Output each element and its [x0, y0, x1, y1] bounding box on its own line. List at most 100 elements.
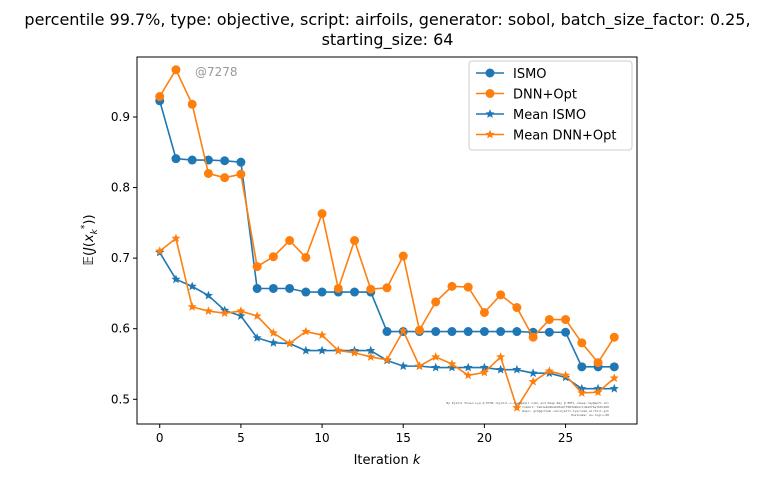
credit-line: Hostname: eu-login-08 [571, 413, 609, 417]
data-point-dnn-opt [593, 358, 603, 368]
data-point-dnn-opt [544, 315, 554, 325]
data-point-mean-ismo [609, 383, 619, 393]
legend-item-ismo: ISMO [476, 67, 547, 82]
data-point-dnn-opt [155, 92, 165, 102]
legend-label: DNN+Opt [513, 88, 577, 103]
legend-marker [485, 89, 495, 98]
legend-item-mean-dnn-opt: Mean DNN+Opt [476, 129, 617, 144]
y-axis-label: 𝔼(J(xk*)) [80, 214, 100, 265]
data-point-ismo [187, 155, 197, 165]
data-point-mean-dnn-opt [268, 328, 278, 337]
data-point-mean-ismo [366, 345, 376, 355]
data-point-mean-ismo [528, 368, 538, 378]
data-point-ismo [447, 327, 457, 337]
data-point-mean-ismo [317, 345, 327, 355]
data-point-mean-ismo [431, 362, 441, 372]
data-point-dnn-opt [301, 252, 311, 262]
data-point-ismo [301, 287, 311, 297]
y-tick-label: 0.8 [111, 181, 130, 195]
data-point-dnn-opt [220, 173, 230, 183]
data-point-mean-dnn-opt [333, 345, 343, 355]
data-point-mean-ismo [479, 362, 489, 372]
data-point-dnn-opt [414, 325, 424, 335]
y-tick-label: 0.9 [111, 110, 130, 124]
legend-label: Mean ISMO [513, 108, 586, 123]
data-point-mean-dnn-opt [447, 359, 457, 368]
data-point-dnn-opt [512, 303, 522, 313]
data-point-dnn-opt [561, 315, 571, 325]
legend-label: Mean DNN+Opt [513, 129, 617, 144]
data-point-dnn-opt [431, 297, 441, 307]
data-point-mean-dnn-opt [463, 370, 473, 380]
data-point-dnn-opt [479, 307, 489, 317]
data-point-dnn-opt [252, 262, 262, 272]
data-point-mean-dnn-opt [366, 352, 376, 361]
credit-text: By Kjetil Olsen Lye @ ETHZ <kjetil.o.lye… [446, 401, 609, 417]
data-point-mean-dnn-opt [561, 370, 571, 380]
credit-line: By Kjetil Olsen Lye @ ETHZ <kjetil.o.lye… [446, 401, 609, 405]
data-point-mean-dnn-opt [203, 306, 213, 315]
data-point-ismo [463, 327, 473, 337]
y-tick-label: 0.7 [111, 251, 130, 265]
data-point-mean-ismo [512, 364, 522, 374]
data-point-ismo [479, 327, 489, 337]
series-layer [155, 65, 619, 412]
data-point-mean-dnn-opt [593, 387, 603, 397]
data-point-dnn-opt [268, 252, 278, 262]
data-point-mean-dnn-opt [544, 366, 554, 375]
data-point-mean-ismo [496, 364, 506, 374]
x-tick-label: 25 [558, 431, 573, 445]
data-point-ismo [236, 157, 246, 167]
data-point-mean-ismo [187, 281, 197, 291]
x-tick-label: 5 [237, 431, 245, 445]
legend: ISMO DNN+Opt Mean ISMO Mean DNN+Opt [468, 60, 633, 151]
data-point-ismo [431, 327, 441, 337]
data-point-dnn-opt [577, 338, 587, 348]
x-tick-label: 20 [477, 431, 492, 445]
data-point-dnn-opt [382, 283, 392, 293]
data-point-ismo [317, 287, 327, 297]
x-axis-label-variable: k [413, 453, 421, 468]
data-point-mean-dnn-opt [382, 354, 392, 364]
data-point-mean-dnn-opt [431, 352, 441, 361]
data-point-dnn-opt [528, 332, 538, 342]
data-point-mean-ismo [463, 362, 473, 372]
data-point-dnn-opt [285, 236, 295, 245]
x-tick-label: 0 [156, 431, 164, 445]
y-tick-label: 0.5 [111, 392, 130, 406]
data-point-mean-dnn-opt [252, 311, 262, 320]
x-axis-label: Iteration k [354, 453, 421, 468]
data-point-mean-ismo [203, 290, 213, 300]
data-point-mean-dnn-opt [398, 326, 408, 335]
data-point-mean-ismo [236, 311, 246, 320]
data-point-ismo [171, 154, 181, 164]
chart-title-line-1: percentile 99.7%, type: objective, scrip… [24, 10, 750, 30]
data-point-ismo [220, 156, 230, 166]
data-point-ismo [544, 327, 554, 337]
data-point-mean-ismo [301, 345, 311, 355]
data-point-dnn-opt [203, 168, 213, 178]
data-point-ismo [350, 287, 360, 297]
data-point-ismo [496, 327, 506, 337]
data-point-ismo [382, 327, 392, 337]
data-point-mean-dnn-opt [349, 347, 360, 357]
data-point-mean-dnn-opt [512, 402, 522, 412]
data-point-dnn-opt [187, 99, 197, 109]
data-point-dnn-opt [496, 290, 506, 300]
data-point-mean-dnn-opt [171, 233, 181, 243]
data-point-mean-dnn-opt [479, 367, 489, 377]
data-point-ismo [577, 362, 587, 372]
data-point-ismo [609, 362, 619, 372]
data-point-mean-dnn-opt [187, 302, 197, 311]
data-point-mean-dnn-opt [528, 376, 538, 386]
data-point-mean-ismo [268, 338, 278, 347]
data-point-mean-ismo [398, 361, 408, 371]
y-tick-label: 0.6 [111, 322, 130, 336]
data-point-ismo [252, 283, 262, 293]
data-point-mean-ismo [171, 274, 181, 284]
data-point-dnn-opt [350, 236, 360, 245]
watermark-label: @7278 [195, 65, 238, 79]
chart-title-line-2: starting_size: 64 [322, 30, 454, 50]
data-point-mean-dnn-opt [285, 338, 295, 348]
